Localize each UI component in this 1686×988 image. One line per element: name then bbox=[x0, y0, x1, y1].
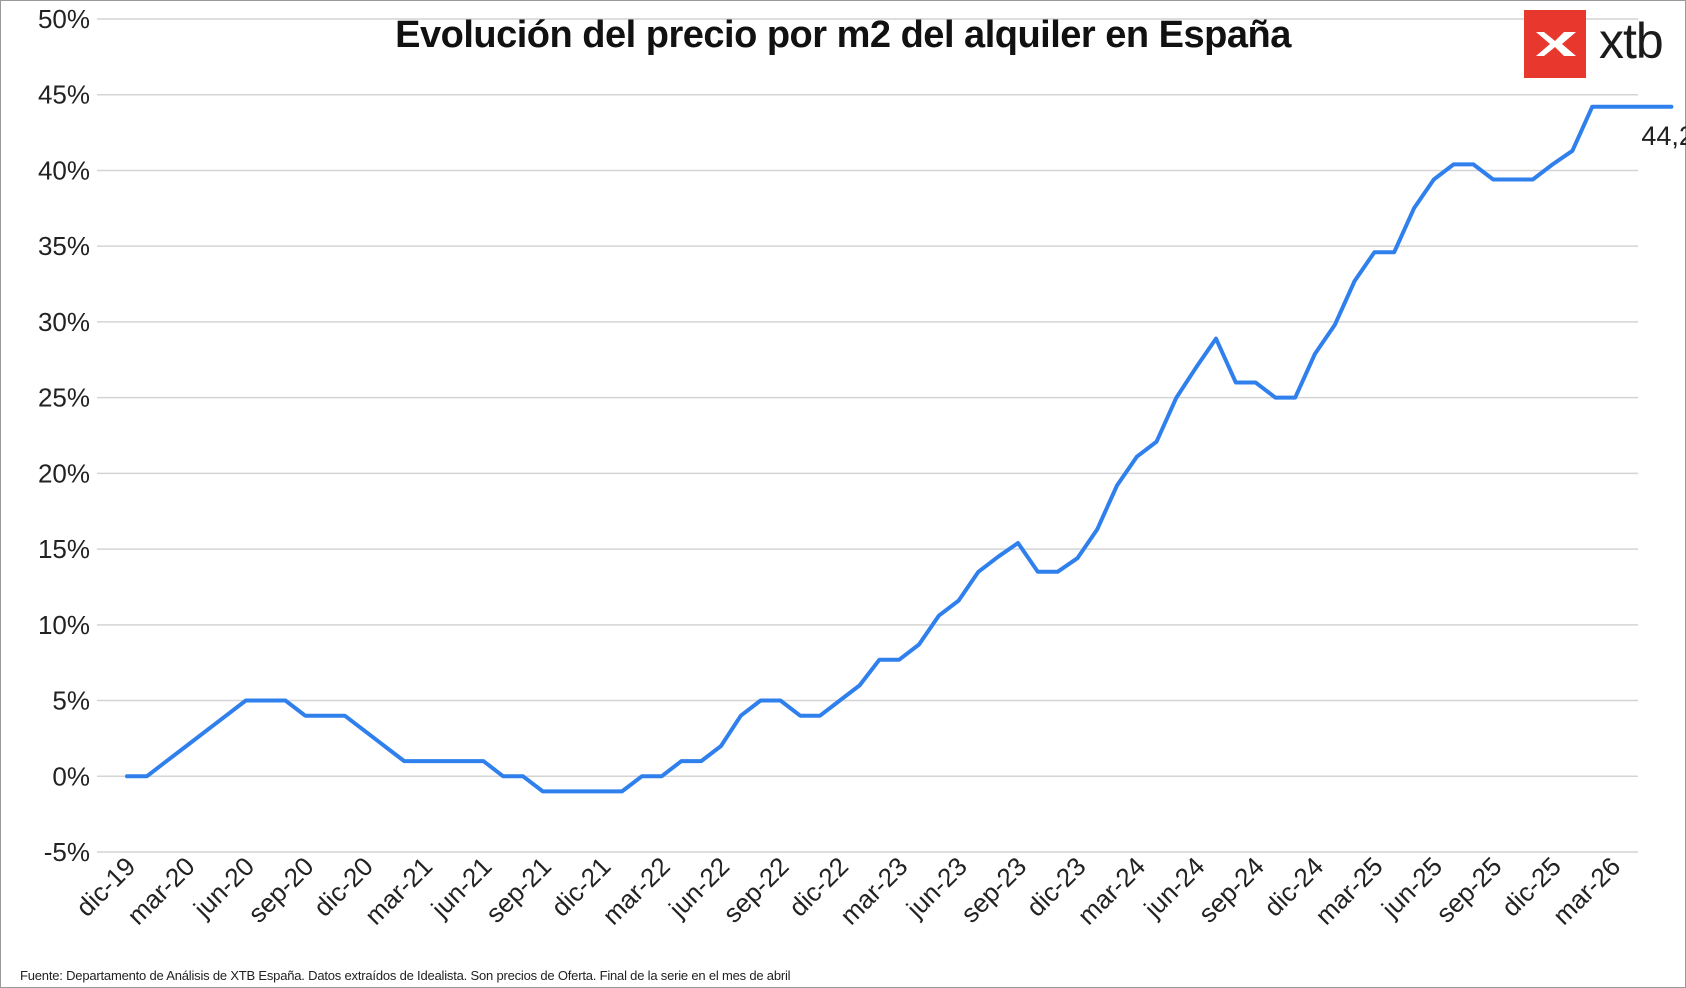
xtb-logo-text: xtb bbox=[1599, 13, 1664, 69]
x-tick-label: sep-23 bbox=[955, 851, 1032, 928]
y-tick-label: -5% bbox=[44, 837, 90, 867]
xtb-x-icon bbox=[1524, 10, 1586, 78]
y-tick-label: 40% bbox=[38, 155, 90, 185]
y-tick-label: 45% bbox=[38, 80, 90, 110]
x-tick-label: sep-24 bbox=[1192, 851, 1269, 928]
y-tick-label: 20% bbox=[38, 458, 90, 488]
y-tick-label: 25% bbox=[38, 383, 90, 413]
end-value-label: 44,2% bbox=[1641, 121, 1686, 151]
x-tick-label: mar-22 bbox=[596, 851, 675, 930]
x-tick-label: mar-26 bbox=[1547, 851, 1626, 930]
x-tick-label: mar-20 bbox=[121, 851, 200, 930]
chart-title: Evolución del precio por m2 del alquiler… bbox=[395, 14, 1291, 56]
series-line bbox=[125, 104, 1674, 794]
y-tick-label: 0% bbox=[52, 761, 90, 791]
y-tick-label: 35% bbox=[38, 231, 90, 261]
x-tick-label: mar-25 bbox=[1309, 851, 1388, 930]
y-tick-label: 50% bbox=[38, 4, 90, 34]
gridlines bbox=[97, 18, 1638, 853]
y-tick-label: 30% bbox=[38, 307, 90, 337]
x-tick-label: mar-24 bbox=[1072, 851, 1151, 930]
y-tick-label: 5% bbox=[52, 686, 90, 716]
source-note: Fuente: Departamento de Análisis de XTB … bbox=[20, 968, 791, 983]
x-tick-label: sep-20 bbox=[242, 851, 319, 928]
x-tick-label: sep-21 bbox=[480, 851, 557, 928]
y-tick-label: 15% bbox=[38, 534, 90, 564]
xtb-logo: xtb bbox=[1524, 10, 1679, 80]
x-tick-label: mar-23 bbox=[834, 851, 913, 930]
y-tick-label: 10% bbox=[38, 610, 90, 640]
y-axis-ticks: 50% 45% 40% 35% 30% 25% 20% 15% 10% 5% 0% -5% bbox=[38, 4, 90, 867]
x-tick-label: mar-21 bbox=[359, 851, 438, 930]
x-tick-label: sep-22 bbox=[717, 851, 794, 928]
x-tick-label: sep-25 bbox=[1430, 851, 1507, 928]
x-axis-ticks: dic-19mar-20jun-20sep-20dic-20mar-21jun-… bbox=[70, 851, 1626, 930]
